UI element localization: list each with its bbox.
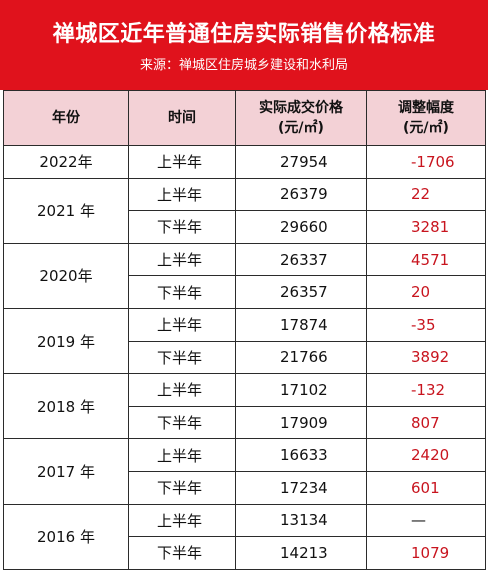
price-cell: 17102 (235, 373, 367, 407)
adjustment-cell: 22 (366, 177, 486, 212)
period-cell: 上半年 (128, 503, 236, 538)
table-header-row: 年份 时间 实际成交价格 (元/㎡) 调整幅度 (元/㎡) (3, 90, 486, 146)
header-period: 时间 (128, 90, 236, 146)
title-banner: 禅城区近年普通住房实际销售价格标准 来源：禅城区住房城乡建设和水利局 (0, 0, 488, 90)
adjustment-cell: 20 (366, 275, 486, 309)
price-cell: 17909 (235, 405, 367, 440)
table-row: 2022年 上半年 27954 -1706 (3, 145, 486, 179)
year-cell: 2017 年 (3, 438, 129, 505)
header-price-unit: (元/㎡) (278, 120, 324, 136)
year-cell: 2019 年 (3, 307, 129, 375)
period-cell: 上半年 (128, 373, 236, 407)
price-cell: 17234 (235, 470, 367, 505)
adjustment-cell: -132 (366, 373, 486, 407)
price-cell: 27954 (235, 145, 367, 179)
header-year: 年份 (3, 90, 129, 146)
table-row: 2020年 上半年 26337 4571 (3, 242, 486, 309)
adjustment-cell: 601 (366, 470, 486, 505)
price-cell: 13134 (235, 503, 367, 538)
price-cell: 29660 (235, 210, 367, 244)
period-cell: 下半年 (128, 275, 236, 309)
period-cell: 上半年 (128, 145, 236, 179)
price-cell: 21766 (235, 340, 367, 375)
header-price: 实际成交价格 (元/㎡) (235, 90, 367, 146)
table-row: 下半年 21766 3892 (4, 340, 486, 375)
adjustment-cell: 807 (366, 405, 486, 440)
year-cell: 2016 年 (3, 503, 129, 570)
price-cell: 17874 (235, 307, 367, 342)
table-row: 下半年 29660 3281 (4, 210, 486, 244)
adjustment-cell: — (366, 503, 486, 538)
table-row: 下半年 17909 807 (4, 405, 486, 440)
period-cell: 上半年 (128, 438, 236, 472)
table-row: 2019 年上半年 17874 -35 (3, 307, 486, 375)
header-adjustment: 调整幅度 (元/㎡) (366, 90, 486, 146)
period-cell: 下半年 (128, 210, 236, 244)
period-cell: 下半年 (128, 536, 236, 570)
adjustment-cell: 1079 (366, 536, 486, 570)
page-title: 禅城区近年普通住房实际销售价格标准 (52, 22, 436, 47)
table-row: 下半年 17234 601 (4, 470, 486, 505)
header-price-label: 实际成交价格 (259, 100, 343, 116)
price-cell: 14213 (235, 536, 367, 570)
year-cell: 2018 年 (3, 373, 129, 440)
year-cell: 2021 年 (3, 177, 129, 244)
table-body: 2022年 上半年 27954 -1706 2021 年上半年 26379 22 下半年 296… (3, 145, 486, 570)
year-cell: 2022年 (3, 145, 129, 179)
table-row: 2017 年上半年 16633 2420 (3, 438, 486, 505)
period-cell: 上半年 (128, 177, 236, 212)
table-row: 下半年 26357 20 (4, 275, 486, 309)
table-row: 2016 年上半年 13134— (3, 503, 486, 570)
price-cell: 26357 (235, 275, 367, 309)
adjustment-cell: -1706 (366, 145, 486, 179)
adjustment-cell: 2420 (366, 438, 486, 472)
period-cell: 上半年 (128, 307, 236, 342)
header-adjustment-unit: (元/㎡) (403, 120, 449, 136)
adjustment-cell: 3281 (366, 210, 486, 244)
price-cell: 26379 (235, 177, 367, 212)
period-cell: 下半年 (128, 405, 236, 440)
table-row: 下半年 14213 1079 (4, 536, 486, 570)
price-cell: 16633 (235, 438, 367, 472)
header-adjustment-label: 调整幅度 (398, 100, 454, 116)
source-note: 来源：禅城区住房城乡建设和水利局 (139, 58, 348, 73)
adjustment-cell: 4571 (366, 242, 486, 277)
adjustment-cell: -35 (366, 307, 486, 342)
table-row: 2021 年上半年 26379 22 (3, 177, 486, 244)
price-table: 年份 时间 实际成交价格 (元/㎡) 调整幅度 (元/㎡) 2022年 上半年 27… (3, 90, 486, 570)
period-cell: 上半年 (128, 242, 236, 277)
period-cell: 下半年 (128, 340, 236, 375)
period-cell: 下半年 (128, 470, 236, 505)
adjustment-cell: 3892 (366, 340, 486, 375)
price-cell: 26337 (235, 242, 367, 277)
table-row: 2018 年上半年 17102 -132 (3, 373, 486, 440)
year-cell: 2020年 (3, 242, 129, 309)
